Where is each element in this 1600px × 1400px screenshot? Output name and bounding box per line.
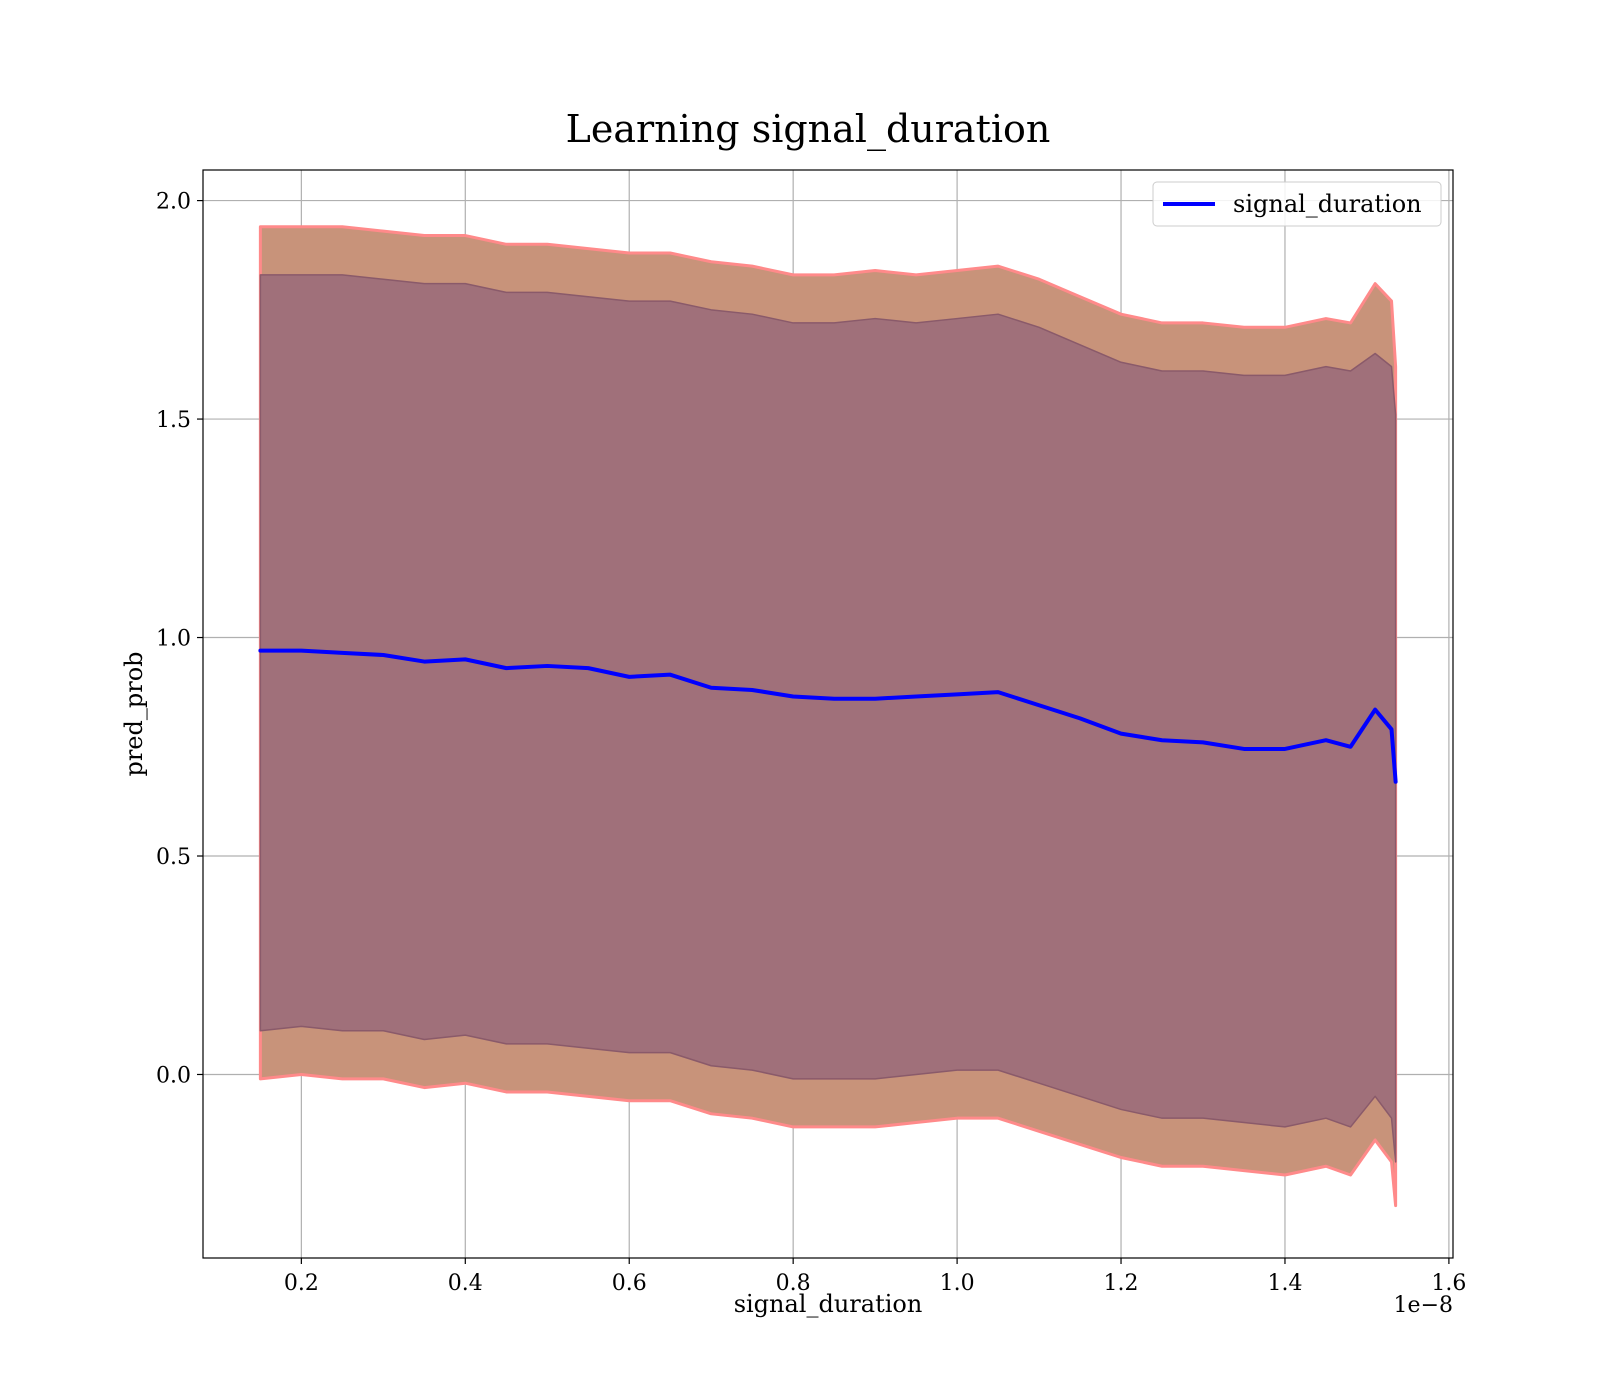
- y-axis-label: pred_prob: [120, 651, 148, 776]
- chart-title: Learning signal_duration: [566, 107, 1051, 152]
- x-tick-label: 0.6: [612, 1271, 647, 1296]
- band-inner: [259, 274, 1397, 1163]
- x-axis-offset-text: 1e−8: [1394, 1293, 1453, 1318]
- x-tick-label: 1.2: [1104, 1271, 1139, 1296]
- line-layer: [258, 648, 1398, 784]
- x-tick-label: 0.4: [448, 1271, 483, 1296]
- legend-label: signal_duration: [1233, 190, 1422, 218]
- y-tick-label: 1.0: [156, 627, 191, 652]
- x-tick-label: 1.6: [1431, 1271, 1466, 1296]
- legend: signal_duration: [1152, 181, 1442, 227]
- y-tick-label: 0.5: [156, 845, 191, 870]
- plot-frame: [202, 169, 1454, 1259]
- x-tick-label: 1.0: [940, 1271, 975, 1296]
- legend-box: [1152, 181, 1442, 227]
- x-ticks: 0.2 0.4 0.6 0.8 1.0 1.2 1.4 1.6: [284, 1258, 1466, 1296]
- x-tick-label: 1.4: [1267, 1271, 1302, 1296]
- band-layer: [258, 225, 1398, 1208]
- series-line: [258, 648, 1398, 784]
- y-tick-label: 0.0: [156, 1063, 191, 1088]
- y-tick-label: 1.5: [156, 408, 191, 433]
- x-tick-label: 0.2: [284, 1271, 319, 1296]
- x-axis-label: signal_duration: [734, 1290, 923, 1318]
- y-ticks: 0.0 0.5 1.0 1.5 2.0: [156, 190, 203, 1088]
- x-tick-label: 0.8: [776, 1271, 811, 1296]
- y-tick-label: 2.0: [156, 190, 191, 215]
